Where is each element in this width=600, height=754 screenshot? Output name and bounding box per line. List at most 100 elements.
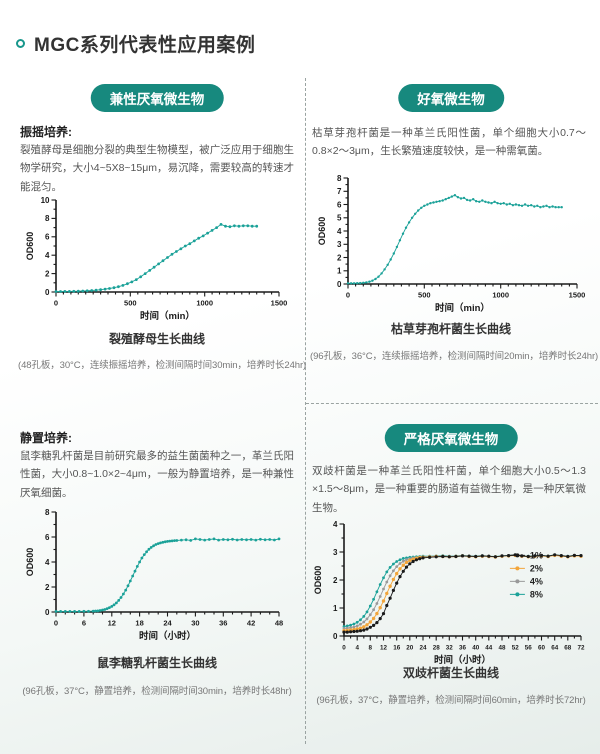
svg-text:0: 0 [346,291,350,300]
svg-text:4: 4 [45,251,50,260]
svg-text:0: 0 [342,645,346,652]
svg-text:2: 2 [45,583,50,592]
svg-text:20: 20 [406,645,414,652]
lactobacillus-description: 鼠李糖乳杆菌是目前研究最多的益生菌菌种之一，革兰氏阳性菌，大小0.8~1.0×2… [20,450,294,499]
svg-text:0: 0 [54,619,58,628]
svg-text:24: 24 [419,645,427,652]
static-culture-heading: 静置培养: [20,431,72,445]
svg-text:42: 42 [247,619,255,628]
svg-text:5: 5 [337,214,342,223]
svg-text:16: 16 [393,645,401,652]
svg-text:0: 0 [337,280,342,289]
svg-text:0: 0 [333,632,338,641]
svg-text:12: 12 [108,619,116,628]
svg-text:500: 500 [124,299,137,308]
svg-text:6: 6 [45,233,50,242]
right-column: 好氧微生物 枯草芽孢杆菌是一种革兰氏阳性菌，单个细胞大小0.7～0.8×2～3μ… [310,0,599,754]
lactobacillus-chart-caption: 鼠李糖乳杆菌生长曲线 [96,656,217,670]
svg-text:4: 4 [333,520,338,529]
svg-text:8%: 8% [530,589,543,599]
svg-text:0: 0 [54,299,58,308]
svg-text:32: 32 [446,645,454,652]
svg-text:2: 2 [45,269,50,278]
svg-text:72: 72 [577,645,585,652]
svg-text:OD600: OD600 [25,232,35,261]
bacillus-description: 枯草芽孢杆菌是一种革兰氏阳性菌，单个细胞大小0.7～0.8×2～3μm，生长繁殖… [312,127,586,158]
bifidobacterium-description: 双歧杆菌是一种革兰氏阳性杆菌，单个细胞大小0.5～1.3 ×1.5～8μm，是一… [312,465,586,514]
fission-yeast-chart-caption: 裂殖酵母生长曲线 [108,332,205,346]
strict-anaerobe-badge: 严格厌氧微生物 [384,424,518,452]
bacillus-chart-caption: 枯草芽孢杆菌生长曲线 [390,322,511,336]
svg-text:2: 2 [333,576,338,585]
svg-text:8: 8 [45,214,50,223]
svg-text:64: 64 [551,645,559,652]
svg-text:3: 3 [337,240,342,249]
horizontal-divider [306,403,598,404]
svg-text:56: 56 [525,645,533,652]
fission-yeast-growth-chart: 0 2 4 6 8 10 0 500 1000 1500 时间（min） OD600 [25,196,288,322]
svg-text:18: 18 [135,619,143,628]
svg-text:8: 8 [369,645,373,652]
svg-text:时间（小时）: 时间（小时） [434,654,491,666]
lactobacillus-chart-note: (96孔板，37°C，静置培养，检测间隔时间30min，培养时长48hr) [22,686,292,697]
svg-text:28: 28 [433,645,441,652]
svg-text:时间（min）: 时间（min） [435,302,490,314]
svg-text:0: 0 [45,608,50,617]
svg-text:1: 1 [333,604,338,613]
svg-text:2%: 2% [530,563,543,573]
svg-text:68: 68 [564,645,572,652]
svg-text:2: 2 [337,253,342,262]
svg-text:52: 52 [512,645,520,652]
svg-text:44: 44 [485,645,493,652]
bifidobacterium-chart-caption: 双歧杆菌生长曲线 [402,666,499,680]
svg-text:60: 60 [538,645,546,652]
svg-text:4: 4 [45,558,50,567]
fission-yeast-chart-note: (48孔板，30°C，连续振摇培养，检测间隔时间30min，培养时长24hr) [18,360,307,371]
facultative-anaerobe-badge: 兼性厌氧微生物 [90,84,224,112]
svg-text:24: 24 [163,619,172,628]
aerobe-badge: 好氧微生物 [398,84,504,112]
svg-text:36: 36 [459,645,467,652]
svg-text:12: 12 [380,645,388,652]
svg-text:1000: 1000 [196,299,213,308]
svg-text:8: 8 [337,174,342,183]
svg-text:1500: 1500 [569,291,586,300]
svg-text:OD600: OD600 [25,548,35,577]
svg-text:500: 500 [418,291,431,300]
svg-text:8: 8 [45,508,50,517]
svg-text:时间（小时）: 时间（小时） [139,630,196,642]
bifidobacterium-chart-note: (96孔板，37°C，静置培养，检测间隔时间60min，培养时长72hr) [316,695,586,706]
svg-text:6: 6 [337,200,342,209]
fission-yeast-description: 裂殖酵母是细胞分裂的典型生物模型，被广泛应用于细胞生物学研究，大小4~5X8~1… [20,144,294,193]
svg-text:3: 3 [333,548,338,557]
svg-text:1500: 1500 [271,299,288,308]
svg-text:10: 10 [41,196,50,205]
svg-text:48: 48 [275,619,283,628]
svg-text:1%: 1% [530,550,543,560]
svg-text:4: 4 [355,645,359,652]
svg-text:48: 48 [498,645,506,652]
svg-text:4%: 4% [530,576,543,586]
svg-text:7: 7 [337,187,342,196]
svg-text:36: 36 [219,619,227,628]
bullet-circle-icon [16,39,25,48]
bacillus-chart-note: (96孔板，36°C，连续振摇培养，检测间隔时间20min，培养时长24hr) [310,351,599,362]
svg-text:4: 4 [337,227,342,236]
left-column: 兼性厌氧微生物 振摇培养: 裂殖酵母是细胞分裂的典型生物模型，被广泛应用于细胞生… [18,0,307,754]
svg-text:0: 0 [45,288,50,297]
vertical-divider [305,78,306,744]
page-header: MGC系列代表性应用案例 [16,30,255,57]
svg-text:6: 6 [45,533,50,542]
shaking-culture-heading: 振摇培养: [20,125,72,139]
svg-text:OD600: OD600 [317,217,327,246]
svg-text:30: 30 [191,619,199,628]
svg-text:1: 1 [337,267,342,276]
svg-text:时间（min）: 时间（min） [140,310,195,322]
svg-text:OD600: OD600 [313,566,323,595]
svg-text:6: 6 [82,619,86,628]
bacillus-growth-chart: 0 1 2 3 4 5 6 7 8 0 500 1000 1500 时间（min） OD600 [317,174,586,314]
page-title: MGC系列代表性应用案例 [34,35,256,56]
